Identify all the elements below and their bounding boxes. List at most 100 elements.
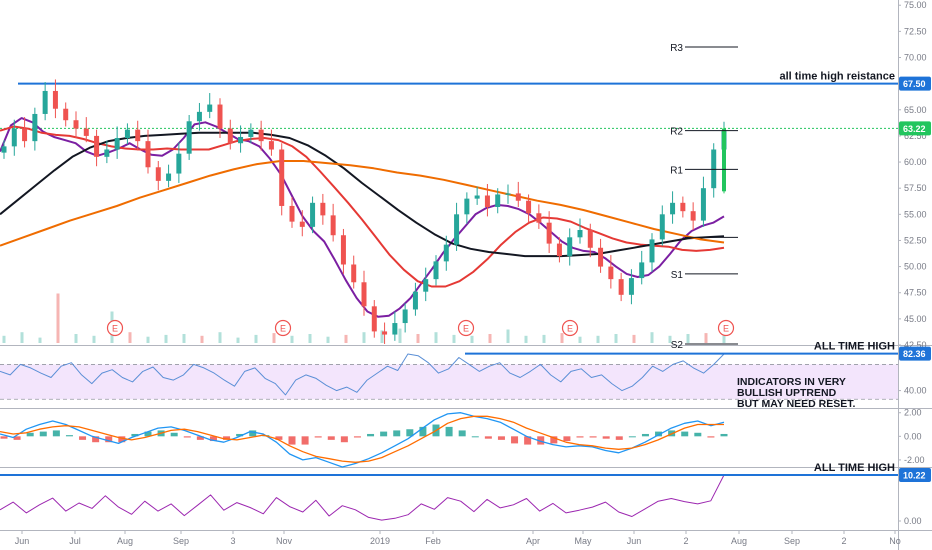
volume-bar bbox=[416, 334, 420, 343]
volume-bar bbox=[344, 334, 348, 343]
volume-bar bbox=[686, 334, 690, 343]
candle-body bbox=[484, 195, 490, 207]
candle-body bbox=[227, 128, 233, 144]
candle-body bbox=[659, 214, 665, 240]
macd-histogram-bar bbox=[353, 436, 361, 438]
volume-bar bbox=[272, 333, 276, 343]
candle-body bbox=[639, 262, 645, 279]
rsi-annotation-line: INDICATORS IN VERY bbox=[737, 376, 846, 388]
candle-body bbox=[42, 90, 48, 114]
x-tick-label: Aug bbox=[117, 536, 133, 546]
candle-body bbox=[279, 149, 285, 206]
macd-histogram-bar bbox=[223, 436, 231, 440]
y-tick-label: 50.00 bbox=[904, 262, 927, 272]
macd-histogram-bar bbox=[576, 436, 584, 438]
candle-body bbox=[556, 243, 562, 257]
macd-histogram-bar bbox=[406, 429, 414, 437]
volume-bar bbox=[326, 336, 330, 343]
candle-body bbox=[505, 193, 511, 195]
macd-histogram-bar bbox=[628, 436, 636, 438]
volume-bar bbox=[164, 334, 168, 343]
rsi-annotation-line: BUT MAY NEED RESET. bbox=[737, 398, 856, 410]
volume-bar bbox=[380, 330, 384, 343]
macd-histogram-bar bbox=[170, 432, 178, 437]
volume-bar bbox=[236, 337, 240, 343]
macd-histogram-bar bbox=[236, 433, 244, 437]
candle-body bbox=[22, 128, 28, 142]
candle-body bbox=[351, 264, 357, 283]
x-tick-label: 2 bbox=[841, 536, 846, 546]
candle-body bbox=[145, 141, 151, 168]
oscillator-line bbox=[0, 474, 725, 521]
y-tick-label: 72.50 bbox=[904, 26, 927, 36]
earnings-marker: E bbox=[274, 319, 292, 337]
earnings-marker-circle bbox=[106, 319, 124, 337]
macd-histogram-bar bbox=[118, 436, 126, 443]
price-tag-1-bg bbox=[899, 121, 931, 136]
earnings-marker: E bbox=[561, 319, 579, 337]
macd-histogram-bar bbox=[65, 435, 73, 437]
macd-histogram-bar bbox=[537, 436, 545, 445]
x-tick-label: 2 bbox=[683, 536, 688, 546]
x-tick-label: May bbox=[574, 536, 592, 546]
volume-bar bbox=[182, 334, 186, 343]
macd-histogram-bar bbox=[602, 436, 610, 439]
candle-body bbox=[268, 141, 274, 150]
volume-bar bbox=[542, 334, 546, 343]
candle-body bbox=[258, 129, 264, 142]
x-tick-label: Jun bbox=[627, 536, 642, 546]
candle-body bbox=[52, 90, 58, 109]
macd-histogram-bar bbox=[589, 436, 597, 438]
volume-bar bbox=[2, 335, 6, 343]
macd-histogram-bar bbox=[52, 430, 60, 437]
candle-body bbox=[135, 129, 141, 142]
candle-body bbox=[238, 136, 244, 144]
macd-histogram-bar bbox=[131, 433, 139, 437]
earnings-marker-label: E bbox=[723, 324, 729, 334]
candle-body bbox=[515, 193, 521, 201]
macd-histogram-bar bbox=[288, 436, 296, 445]
macd-histogram-bar bbox=[105, 436, 113, 443]
pivot-label: R1 bbox=[670, 165, 683, 176]
candle-body bbox=[392, 323, 398, 335]
candle-body bbox=[495, 194, 501, 207]
candle-body bbox=[73, 120, 79, 129]
moving-average-line-1 bbox=[0, 125, 725, 288]
macd-histogram-bar bbox=[209, 436, 217, 442]
x-tick-label: Feb bbox=[425, 536, 441, 546]
earnings-marker-circle bbox=[274, 319, 292, 337]
candle-body bbox=[1, 146, 7, 153]
volume-bar bbox=[434, 332, 438, 343]
earnings-marker-label: E bbox=[280, 324, 286, 334]
x-tick-label: Nov bbox=[276, 536, 293, 546]
y-tick-label: 62.50 bbox=[904, 131, 927, 141]
macd-histogram-bar bbox=[681, 431, 689, 437]
macd-histogram-bar bbox=[484, 436, 492, 439]
candle-body bbox=[649, 239, 655, 263]
macd-histogram-bar bbox=[13, 436, 21, 440]
volume-bar bbox=[488, 334, 492, 343]
y-tick-label: 52.50 bbox=[904, 235, 927, 245]
volume-bar bbox=[704, 333, 708, 343]
price-tag-1: 63.22 bbox=[903, 124, 926, 134]
candle-body bbox=[371, 306, 377, 332]
macd-histogram-bar bbox=[524, 436, 532, 445]
rsi-annotation-line: BULLISH UPTREND bbox=[737, 387, 837, 399]
last-candle-body bbox=[722, 128, 726, 192]
macd-histogram-bar bbox=[340, 436, 348, 443]
volume-bar bbox=[146, 336, 150, 343]
macd-histogram-bar bbox=[471, 436, 479, 438]
rsi-price-tag: 82.36 bbox=[903, 349, 926, 359]
macd-histogram-bar bbox=[26, 432, 34, 437]
candle-body bbox=[186, 121, 192, 154]
earnings-marker-label: E bbox=[112, 324, 118, 334]
macd-histogram-bar bbox=[327, 436, 335, 440]
candle-body bbox=[628, 278, 634, 295]
earnings-marker-circle bbox=[561, 319, 579, 337]
earnings-marker-label: E bbox=[463, 324, 469, 334]
volume-bar bbox=[74, 334, 78, 343]
earnings-marker-circle bbox=[717, 319, 735, 337]
x-tick-label: 3 bbox=[230, 536, 235, 546]
candle-body bbox=[124, 129, 130, 138]
candle-body bbox=[443, 244, 449, 262]
